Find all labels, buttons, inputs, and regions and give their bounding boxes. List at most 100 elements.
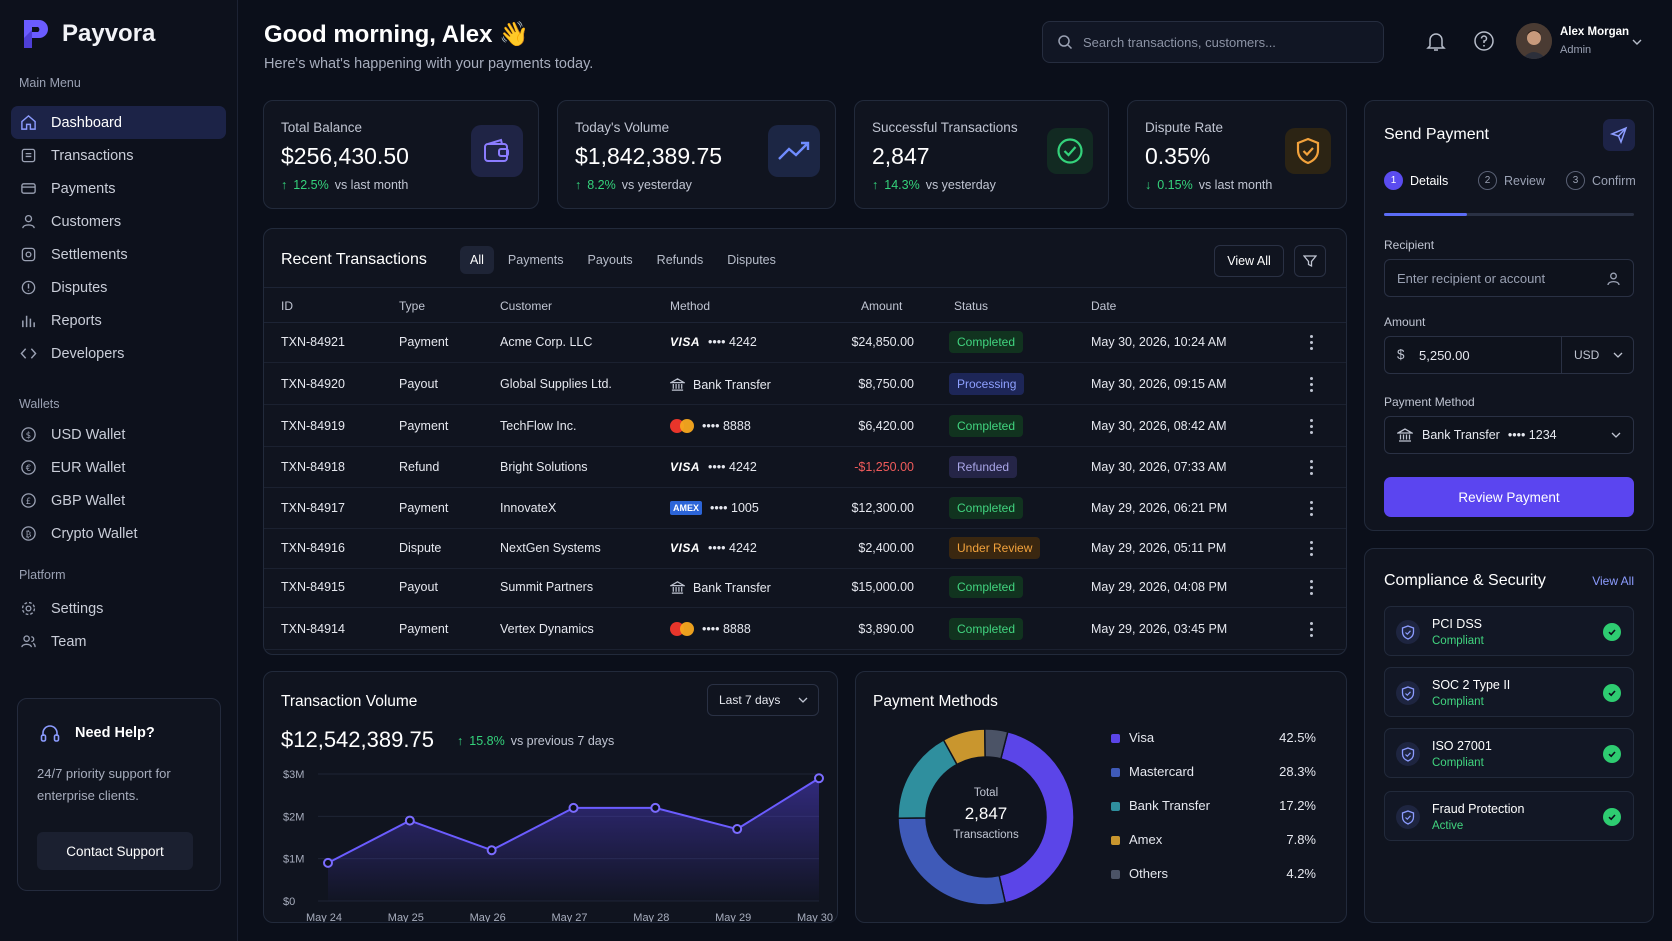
table-row[interactable]: TXN-84919 Payment TechFlow Inc. •••• 8888 $6… — [264, 407, 1346, 447]
transaction-id[interactable]: TXN-84915 — [281, 580, 345, 594]
avatar[interactable] — [1516, 23, 1552, 59]
column-header[interactable]: Date — [1091, 299, 1117, 313]
donut-center-label: Total — [973, 787, 999, 799]
step-review[interactable]: 2 Review — [1478, 171, 1545, 190]
transaction-id[interactable]: TXN-84917 — [281, 501, 345, 515]
table-row[interactable]: TXN-84917 Payment InnovateX AMEX •••• 1005 $1… — [264, 489, 1346, 529]
table-row[interactable]: TXN-84920 Payout Global Supplies Ltd. Bank … — [264, 365, 1346, 405]
x-tick-label: May 26 — [470, 912, 506, 922]
more-options-icon[interactable] — [1310, 541, 1314, 559]
sidebar-item-eur-wallet[interactable]: € EUR Wallet — [11, 451, 226, 484]
compliance-item[interactable]: Fraud Protection Active — [1384, 791, 1634, 841]
send-icon[interactable] — [1603, 119, 1635, 151]
donut-center-value: 2,847 — [964, 804, 1008, 823]
contact-support-button[interactable]: Contact Support — [37, 832, 193, 870]
transaction-id[interactable]: TXN-84914 — [281, 622, 345, 636]
column-header[interactable]: ID — [281, 299, 293, 313]
tab-refunds[interactable]: Refunds — [656, 253, 704, 267]
stat-change-value: 14.3% — [884, 178, 920, 192]
page-title: Good morning, Alex 👋 — [264, 21, 529, 48]
chevron-down-icon[interactable] — [1632, 37, 1642, 47]
payment-method-select[interactable]: Bank Transfer •••• 1234 — [1384, 416, 1634, 454]
tab-payments[interactable]: Payments — [507, 253, 564, 267]
table-row[interactable]: TXN-84915 Payout Summit Partners Bank Trans… — [264, 568, 1346, 608]
transaction-amount: $8,750.00 — [858, 377, 914, 391]
more-options-icon[interactable] — [1310, 419, 1314, 437]
sidebar-item-gbp-wallet[interactable]: £ GBP Wallet — [11, 484, 226, 517]
check-icon — [1603, 623, 1621, 641]
compliance-view-all-link[interactable]: View All — [1592, 574, 1634, 588]
range-dropdown[interactable]: Last 7 days — [707, 684, 819, 716]
logo[interactable]: Payvora — [22, 18, 155, 50]
sidebar-item-team[interactable]: Team — [11, 625, 226, 658]
sidebar-item-disputes[interactable]: Disputes — [11, 271, 226, 304]
column-header[interactable]: Status — [954, 299, 989, 313]
column-header[interactable]: Method — [670, 299, 711, 313]
step-confirm[interactable]: 3 Confirm — [1566, 171, 1636, 190]
sidebar-item-transactions[interactable]: Transactions — [11, 139, 226, 172]
table-row[interactable]: TXN-84918 Refund Bright Solutions VISA •••• … — [264, 448, 1346, 488]
tab-all[interactable]: All — [460, 246, 494, 274]
currency-select[interactable]: USD — [1562, 337, 1634, 373]
transaction-id[interactable]: TXN-84916 — [281, 541, 345, 555]
transaction-amount: $12,300.00 — [851, 501, 914, 515]
transaction-id[interactable]: TXN-84919 — [281, 419, 345, 433]
transaction-date: May 30, 2026, 09:15 AM — [1091, 377, 1227, 391]
transaction-id[interactable]: TXN-84920 — [281, 377, 345, 391]
transaction-customer: Global Supplies Ltd. — [500, 377, 612, 391]
tab-disputes[interactable]: Disputes — [727, 253, 776, 267]
table-row[interactable]: TXN-84921 Payment Acme Corp. LLC VISA •••• 4… — [264, 323, 1346, 363]
sidebar-item-developers[interactable]: Developers — [11, 337, 226, 370]
table-row[interactable]: TXN-84914 Payment Vertex Dynamics •••• 8888… — [264, 610, 1346, 650]
table-header: ID Type Customer Method Amount Status Da… — [264, 287, 1346, 323]
sidebar-item-dashboard[interactable]: Dashboard — [11, 106, 226, 139]
more-options-icon[interactable] — [1310, 377, 1314, 395]
sidebar-item-label: Team — [51, 633, 87, 650]
bell-icon[interactable] — [1425, 30, 1447, 52]
more-options-icon[interactable] — [1310, 622, 1314, 640]
settlement-icon — [21, 247, 36, 262]
recipient-field[interactable] — [1384, 259, 1634, 297]
more-options-icon[interactable] — [1310, 501, 1314, 519]
sidebar-item-crypto-wallet[interactable]: ₿ Crypto Wallet — [11, 517, 226, 550]
amount-field[interactable]: $ USD — [1384, 336, 1634, 374]
search-input[interactable] — [1083, 34, 1373, 50]
transaction-date: May 29, 2026, 05:11 PM — [1091, 541, 1227, 555]
column-header[interactable]: Type — [399, 299, 426, 313]
sidebar-item-customers[interactable]: Customers — [11, 205, 226, 238]
stat-change: ↓ 0.15% vs last month — [1145, 178, 1272, 192]
sidebar-item-usd-wallet[interactable]: $ USD Wallet — [11, 418, 226, 451]
table-row[interactable]: TXN-84916 Dispute NextGen Systems VISA •••• … — [264, 529, 1346, 569]
column-header[interactable]: Customer — [500, 299, 553, 313]
sidebar-item-reports[interactable]: Reports — [11, 304, 226, 337]
transaction-amount: -$1,250.00 — [854, 460, 914, 474]
tab-payouts[interactable]: Payouts — [587, 253, 633, 267]
compliance-item[interactable]: PCI DSS Compliant — [1384, 606, 1634, 656]
review-payment-button[interactable]: Review Payment — [1384, 477, 1634, 517]
transaction-id[interactable]: TXN-84918 — [281, 460, 345, 474]
divider — [1561, 337, 1562, 373]
column-header[interactable]: Amount — [861, 299, 903, 313]
amount-input[interactable] — [1419, 348, 1539, 363]
search-bar[interactable] — [1042, 21, 1384, 63]
arrow-up-icon: ↑ — [872, 178, 879, 192]
compliance-item[interactable]: ISO 27001 Compliant — [1384, 728, 1634, 778]
sidebar-item-settlements[interactable]: Settlements — [11, 238, 226, 271]
sidebar-item-payments[interactable]: Payments — [11, 172, 226, 205]
more-options-icon[interactable] — [1310, 335, 1314, 353]
more-options-icon[interactable] — [1310, 580, 1314, 598]
recipient-input[interactable] — [1397, 270, 1597, 286]
view-all-button[interactable]: View All — [1214, 245, 1284, 277]
step-details[interactable]: 1 Details — [1384, 171, 1448, 190]
sidebar-item-label: Reports — [51, 312, 102, 329]
compliance-item[interactable]: SOC 2 Type II Compliant — [1384, 667, 1634, 717]
bank-icon — [670, 581, 685, 594]
filter-button[interactable] — [1294, 245, 1326, 277]
chevron-down-icon — [1613, 352, 1623, 358]
user-name: Alex Morgan — [1560, 26, 1630, 38]
transaction-id[interactable]: TXN-84921 — [281, 335, 345, 349]
transaction-method: •••• 8888 — [670, 419, 751, 433]
more-options-icon[interactable] — [1310, 460, 1314, 478]
help-icon[interactable] — [1473, 30, 1495, 52]
sidebar-item-settings[interactable]: Settings — [11, 592, 226, 625]
